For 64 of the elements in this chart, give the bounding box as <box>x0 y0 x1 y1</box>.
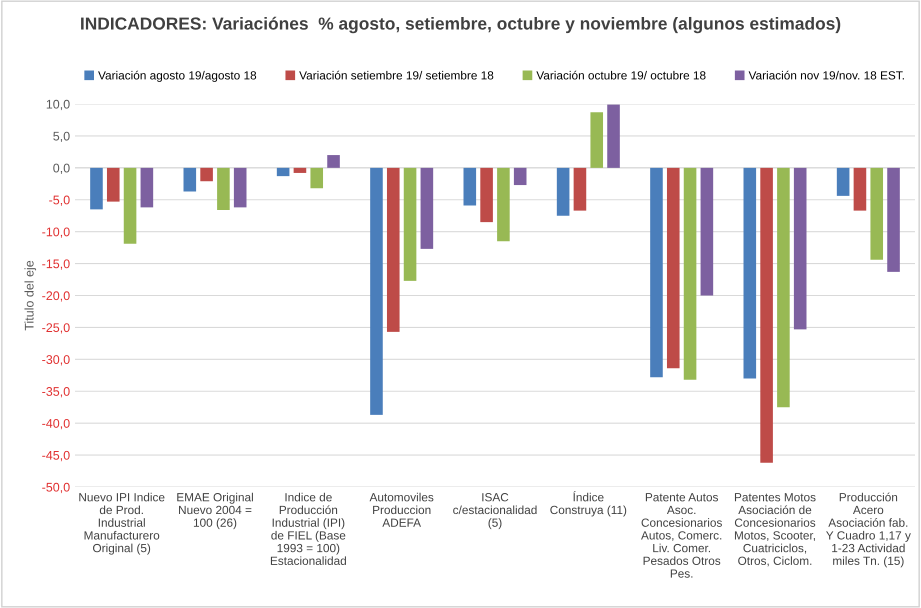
x-tick-label: Nuevo IPI Indice de Prod. Industrial Manufacturero Original (5) <box>79 492 164 555</box>
bar <box>777 168 790 408</box>
y-tick-label: -45,0 <box>42 450 70 462</box>
bar <box>574 168 586 211</box>
y-tick-label: -35,0 <box>42 387 70 398</box>
bar <box>310 168 324 188</box>
bar <box>590 112 604 168</box>
y-tick-label: -20,0 <box>42 291 70 302</box>
bar <box>480 168 493 222</box>
y-tick-label: -25,0 <box>42 323 70 334</box>
bar <box>650 168 663 378</box>
bar <box>854 168 866 211</box>
y-tick-label: -50,0 <box>42 482 70 494</box>
y-axis-title: Titulo del eje <box>24 260 36 330</box>
bar <box>106 168 120 202</box>
legend-label: Variación setiembre 19/ setiembre 18 <box>299 70 494 80</box>
y-tick-label: 0,0 <box>53 164 70 174</box>
bar <box>234 168 246 208</box>
bar <box>744 168 756 378</box>
bar <box>700 168 714 296</box>
bar <box>184 168 196 192</box>
bar <box>870 168 884 260</box>
y-tick-label: -40,0 <box>42 418 70 430</box>
bar <box>497 168 510 242</box>
bar <box>420 168 434 249</box>
bar <box>276 168 290 176</box>
bar <box>666 168 680 368</box>
legend-label: Variación nov 19/nov. 18 EST. <box>748 70 904 80</box>
bar <box>217 168 230 210</box>
bar <box>684 168 696 380</box>
x-tick-label: Patentes Motos Asociación de Concesionarios Motos, Scooter, Cuatriciclos, Otros, Ciclom. <box>734 493 816 566</box>
bar <box>386 168 400 332</box>
chart-title: INDICADORES: Variaciónes % agosto, setiembre, octubre y noviembre (algunos estimados) <box>81 16 840 34</box>
bar <box>760 168 773 463</box>
x-tick-label: Patente Autos Asoc. Concesionarios Autos, Comerc. Liv. Comer. Pesados Otros Pes. <box>641 493 722 578</box>
bar <box>200 168 213 182</box>
bar <box>327 155 340 168</box>
legend-label: Variación octubre 19/ octubre 18 <box>536 70 706 80</box>
y-tick-label: -15,0 <box>42 259 70 270</box>
bar <box>607 104 620 168</box>
x-tick-label: ISAC c/estacionalidad (5) <box>453 493 537 530</box>
x-tick-label: EMAE Original Nuevo 2004 = 100 (26) <box>177 492 253 530</box>
bar <box>90 168 103 210</box>
bar <box>514 168 526 186</box>
x-tick-label: Indice de Producción Industrial (IPI) de FIEL (Base 1993 = 100) Estacionalidad <box>270 492 346 565</box>
bar <box>794 168 806 330</box>
x-tick-label: Automoviles Produccion ADEFA <box>370 492 434 527</box>
y-tick-label: -5,0 <box>49 196 70 206</box>
bar <box>124 168 136 244</box>
y-tick-label: -30,0 <box>42 355 70 366</box>
y-tick-label: 5,0 <box>53 132 70 142</box>
bar <box>887 168 900 272</box>
bar <box>370 168 383 415</box>
bar <box>556 168 570 216</box>
y-tick-label: 10,0 <box>46 100 70 110</box>
bar <box>464 168 476 206</box>
x-tick-label: Producción Acero Asociación fab. Y Cuadro 1,17 y 1-23 Actividad miles Tn. (15) <box>826 492 911 568</box>
bar <box>836 168 850 196</box>
y-tick-label: -10,0 <box>42 227 70 238</box>
x-tick-label: Índice Construya (11) <box>550 491 626 516</box>
bar <box>404 168 416 281</box>
legend-label: Variación agosto 19/agosto 18 <box>98 70 256 82</box>
bar <box>294 168 306 173</box>
bar <box>140 168 154 208</box>
